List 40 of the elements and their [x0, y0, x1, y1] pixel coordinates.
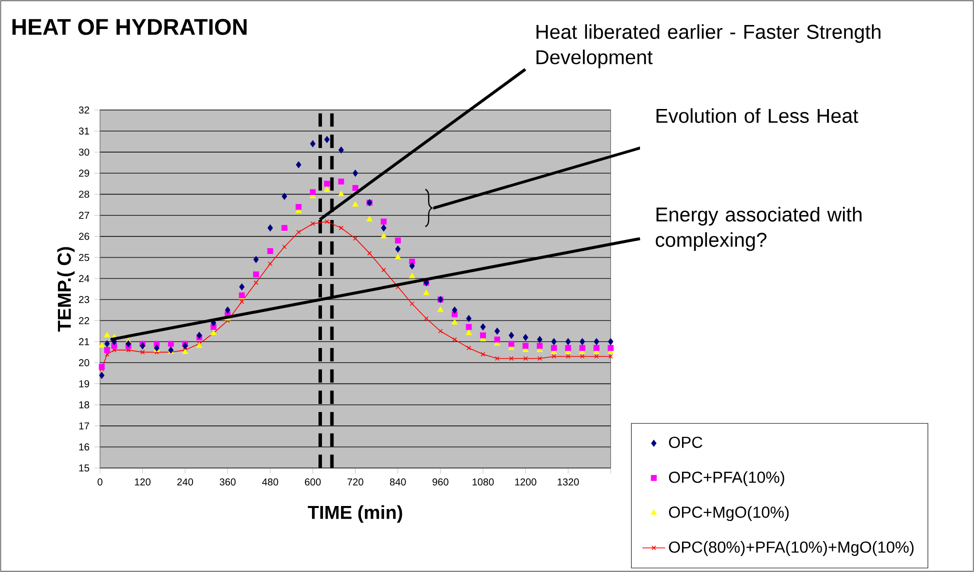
y-tick-label: 28 [78, 190, 90, 198]
x-tick-label: 240 [177, 478, 194, 486]
x-tick-label: 600 [304, 478, 321, 486]
x-tick-label: 0 [98, 478, 102, 486]
y-tick-label: 32 [78, 106, 90, 114]
x-tick-label: 360 [220, 478, 236, 486]
y-tick-label: 18 [79, 401, 90, 408]
y-axis-title: TEMP.( C) [57, 247, 75, 332]
y-tick-label: 15 [79, 464, 90, 472]
y-tick-label: 26 [78, 232, 90, 240]
y-tick-label: 23 [78, 296, 90, 304]
legend-label: OPC+PFA(10%) [669, 471, 784, 486]
y-tick-label: 20 [78, 359, 90, 366]
y-tick-label: 24 [78, 274, 90, 282]
x-tick-label: 720 [348, 478, 364, 486]
x-tick-label: 120 [134, 478, 150, 486]
x-tick-label: 1200 [515, 478, 536, 486]
legend-label: OPC(80%)+PFA(10%)+MgO(10%) [669, 541, 914, 556]
x-tick-label: 1080 [472, 478, 494, 486]
x-axis-title: TIME (min) [308, 505, 402, 523]
y-tick-label: 27 [78, 212, 90, 219]
y-tick-label: 21 [78, 338, 90, 346]
y-tick-label: 29 [78, 170, 90, 177]
annotation: Energy associated with complexing? [656, 206, 862, 251]
y-tick-label: 31 [78, 128, 90, 135]
text: Evolution of Less Heat [656, 108, 858, 123]
legend-label: OPC [669, 436, 702, 448]
x-tick-label: 1320 [558, 478, 579, 486]
legend-label: OPC+MgO(10%) [669, 506, 789, 522]
y-tick-label: 16 [79, 443, 90, 450]
y-tick-label: 25 [78, 254, 90, 261]
y-tick-label: 19 [79, 380, 90, 388]
x-tick-label: 960 [432, 478, 448, 486]
y-tick-label: 30 [78, 148, 90, 156]
x-tick-label: 840 [390, 478, 406, 486]
y-tick-label: 17 [79, 422, 90, 430]
y-tick-label: 22 [78, 317, 90, 324]
chart-title: HEAT OF HYDRATION [12, 18, 247, 35]
x-tick-label: 480 [262, 478, 278, 486]
annotation: Heat liberated earlier - Faster Strength Development [536, 24, 880, 68]
